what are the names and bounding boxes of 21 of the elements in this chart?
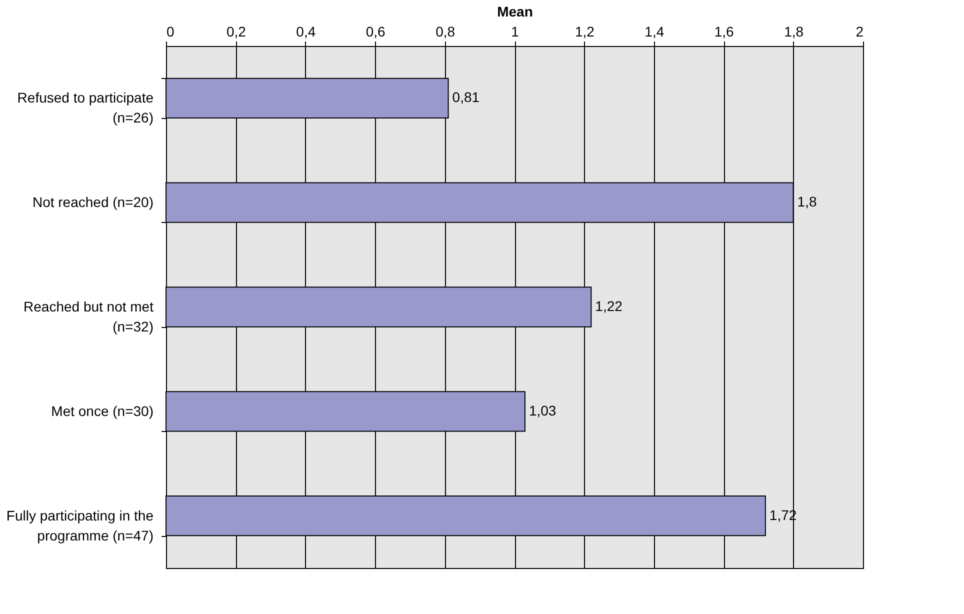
y-tick-label: Met once (n=30) [51, 402, 154, 419]
x-tick-label: 0,6 [366, 24, 386, 40]
x-tick-label: 1,4 [644, 24, 664, 40]
x-tick-label: 1,8 [784, 24, 804, 40]
x-tick-label: 1 [511, 24, 520, 40]
x-axis-title: Mean [497, 4, 533, 20]
x-tick-label: 0,8 [436, 24, 456, 40]
y-tick-label: Not reached (n=20) [32, 194, 154, 210]
x-tick-label: 1,2 [574, 24, 595, 40]
x-tick-label: 0 [166, 24, 174, 40]
y-tick-label: Refused to participate (n=26) [17, 90, 154, 126]
data-label: 1,03 [528, 402, 556, 418]
data-label: 1,8 [797, 194, 817, 210]
x-tick-label: 0,4 [296, 24, 316, 40]
x-tick-label: 2 [856, 24, 864, 40]
y-tick-label: Reached but not met (n=32) [24, 298, 154, 334]
x-tick-label: 0,2 [226, 24, 246, 40]
y-tick-label: Fully participating in the programme (n=47) [6, 507, 154, 544]
data-label: 0,81 [452, 89, 480, 106]
x-tick-label: 1,6 [714, 24, 734, 40]
data-label: 1,22 [595, 298, 623, 314]
